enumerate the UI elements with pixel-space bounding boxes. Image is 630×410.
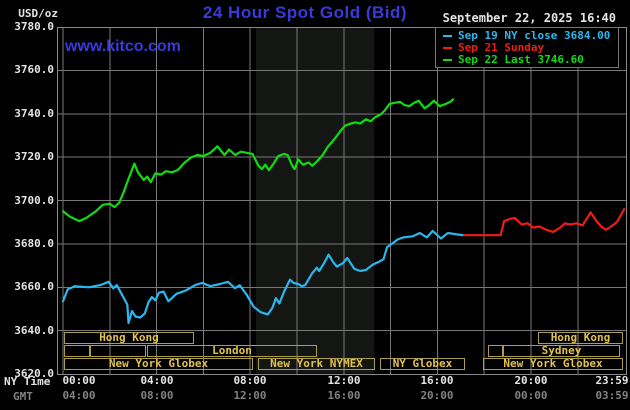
chart-datetime: September 22, 2025 16:40 xyxy=(442,11,616,25)
y-axis-tick-label: 3780.0 xyxy=(14,20,54,33)
x-axis-ny-tick-label: 00:00 xyxy=(62,374,96,387)
legend-dash-icon xyxy=(443,35,452,37)
series-line-sep21 xyxy=(463,208,626,237)
session-box-new-york-globex: New York Globex xyxy=(64,356,253,370)
session-box-hong-kong: Hong Kong xyxy=(64,330,194,344)
y-axis-tick-label: 3740.0 xyxy=(14,107,54,120)
x-axis-gmt-tick-label: 20:00 xyxy=(420,389,454,402)
x-axis-gmt-tick-label: 08:00 xyxy=(140,389,174,402)
legend-label: Sep 21 Sunday xyxy=(458,41,545,54)
session-label: Hong Kong xyxy=(99,330,159,344)
legend-row: Sep 21 Sunday xyxy=(436,42,618,54)
session-box-new-york-nymex: New York NYMEX xyxy=(258,356,375,370)
session-label: New York Globex xyxy=(108,356,209,370)
x-axis-ny-tick-label: 23:59 xyxy=(595,374,629,387)
x-axis-ny-tick-label: 08:00 xyxy=(233,374,267,387)
page-title: 24 Hour Spot Gold (Bid) xyxy=(202,3,408,22)
session-label: Sydney xyxy=(541,343,582,357)
session-box xyxy=(90,344,146,357)
legend-label: Sep 19 NY close 3684.00 xyxy=(458,29,611,42)
session-box-hong-kong: Hong Kong xyxy=(538,330,623,344)
series-line-sep19 xyxy=(61,229,465,325)
kitco-watermark: www.kitco.com xyxy=(65,38,181,55)
plot-border xyxy=(57,27,627,375)
gridlines xyxy=(57,27,626,374)
session-label: NY Globex xyxy=(392,356,453,370)
x-axis-ny-tick-label: 12:00 xyxy=(327,374,361,387)
legend-row: Sep 19 NY close 3684.00 xyxy=(436,30,618,42)
x-axis-gmt-tick-label: 03:59 xyxy=(595,389,629,402)
session-box xyxy=(64,344,90,357)
x-axis-ny-tick-label: 16:00 xyxy=(420,374,454,387)
series-line-sep22 xyxy=(61,98,455,223)
session-box-sydney: Sydney xyxy=(503,343,620,357)
legend-box: Sep 19 NY close 3684.00 Sep 21 Sunday Sep … xyxy=(435,27,619,68)
session-box xyxy=(488,344,503,357)
legend-row: Sep 22 Last 3746.60 xyxy=(436,54,618,66)
x-axis-gmt-tick-label: 04:00 xyxy=(62,389,96,402)
session-label: London xyxy=(212,343,252,357)
legend-dash-icon xyxy=(443,47,452,49)
y-axis-unit-label: USD/oz xyxy=(18,7,58,20)
y-axis-tick-label: 3680.0 xyxy=(14,237,54,250)
session-box-ny-globex: NY Globex xyxy=(380,356,465,370)
y-axis-tick-label: 3640.0 xyxy=(14,324,54,337)
x-axis-gmt-label: GMT xyxy=(13,390,33,403)
y-axis-tick-label: 3700.0 xyxy=(14,194,54,207)
y-axis-tick-label: 3660.0 xyxy=(14,280,54,293)
legend-label: Sep 22 Last 3746.60 xyxy=(458,53,584,66)
x-axis-ny-label: NY Time xyxy=(4,375,51,388)
y-axis-tick-label: 3760.0 xyxy=(14,63,54,76)
session-box-london: London xyxy=(147,343,317,357)
legend-dash-icon xyxy=(443,59,452,61)
session-label: New York NYMEX xyxy=(270,356,363,370)
x-axis-ny-tick-label: 04:00 xyxy=(140,374,174,387)
session-label: New York Globex xyxy=(503,356,603,370)
x-axis-gmt-tick-label: 16:00 xyxy=(327,389,361,402)
x-axis-gmt-tick-label: 00:00 xyxy=(514,389,548,402)
x-axis-gmt-tick-label: 12:00 xyxy=(233,389,267,402)
y-axis-tick-label: 3720.0 xyxy=(14,150,54,163)
session-box-new-york-globex: New York Globex xyxy=(483,356,623,370)
x-axis-ny-tick-label: 20:00 xyxy=(514,374,548,387)
session-label: Hong Kong xyxy=(550,330,611,344)
y-axis-tick-label: 3620.0 xyxy=(14,367,54,380)
